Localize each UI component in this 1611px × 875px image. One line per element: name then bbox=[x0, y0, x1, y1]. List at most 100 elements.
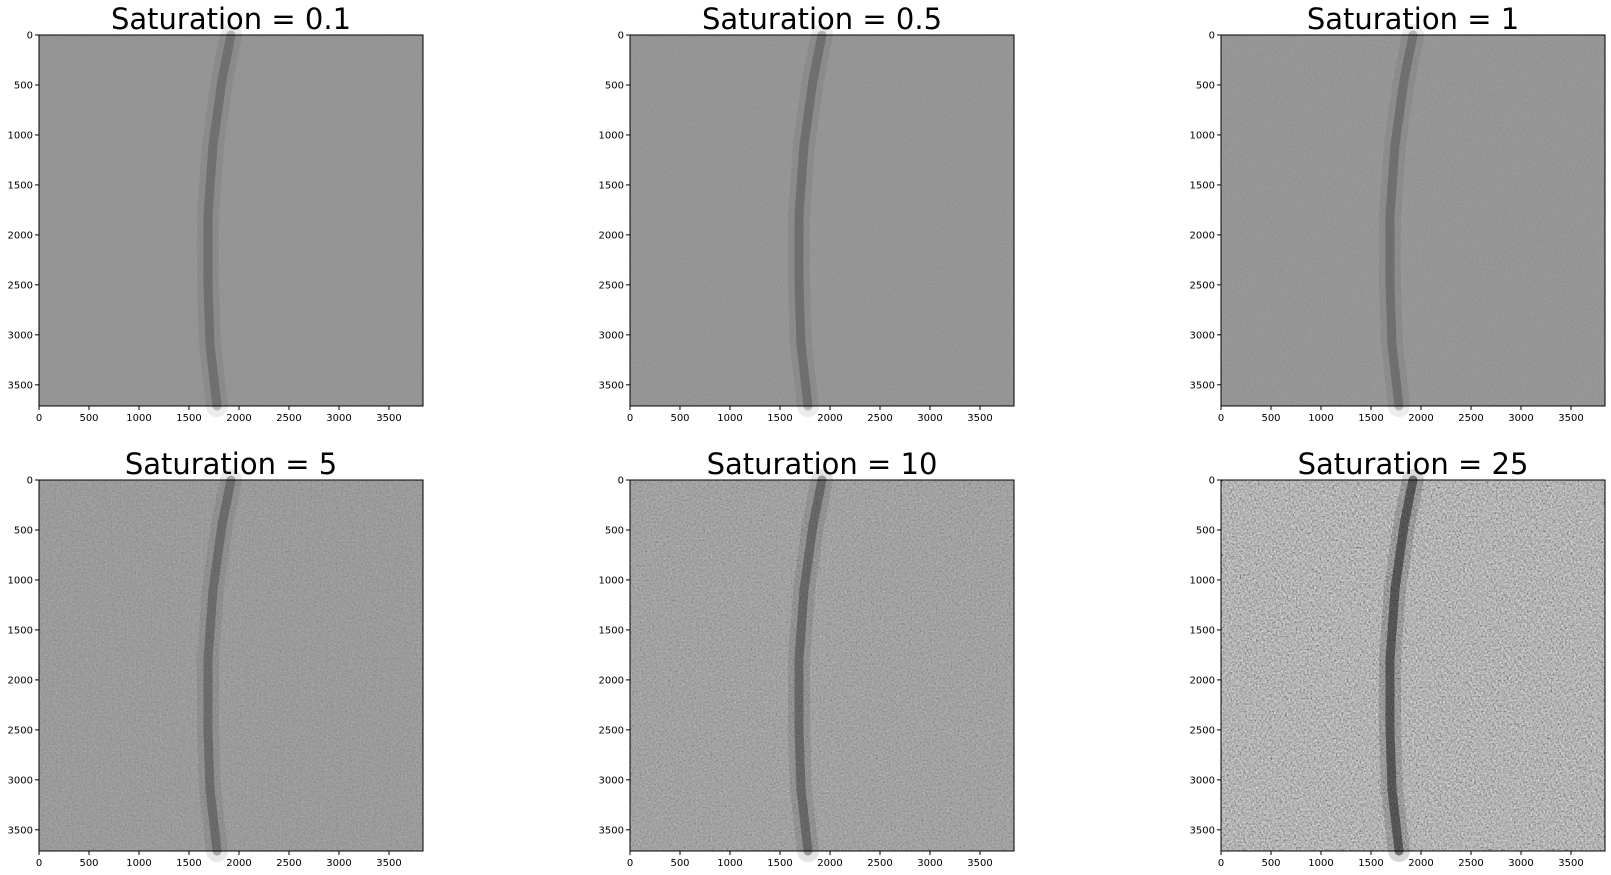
y-tick-label: 3500 bbox=[1190, 380, 1215, 391]
subplot-title: Saturation = 25 bbox=[1298, 447, 1529, 481]
image-noise bbox=[630, 480, 1014, 851]
x-tick-label: 1500 bbox=[1358, 413, 1383, 424]
x-tick-label: 3000 bbox=[917, 413, 942, 424]
x-tick-label: 1000 bbox=[126, 413, 151, 424]
x-tick-label: 0 bbox=[36, 858, 42, 869]
y-tick-label: 3500 bbox=[8, 825, 33, 836]
y-tick-label: 1500 bbox=[599, 180, 624, 191]
y-tick-label: 500 bbox=[1196, 525, 1215, 536]
y-tick-label: 1500 bbox=[1190, 625, 1215, 636]
x-tick-label: 3500 bbox=[967, 413, 992, 424]
x-tick-label: 1500 bbox=[176, 858, 201, 869]
subplot-title: Saturation = 10 bbox=[707, 447, 938, 481]
y-tick-label: 3500 bbox=[599, 380, 624, 391]
x-tick-label: 3500 bbox=[967, 858, 992, 869]
y-tick-label: 1500 bbox=[8, 180, 33, 191]
x-tick-label: 2000 bbox=[1408, 858, 1433, 869]
x-tick-label: 2500 bbox=[276, 413, 301, 424]
subplot-title: Saturation = 0.5 bbox=[702, 2, 942, 36]
crack-band-wide bbox=[197, 24, 242, 417]
crack-band bbox=[1385, 30, 1418, 411]
x-tick-label: 500 bbox=[1261, 858, 1280, 869]
x-tick-label: 0 bbox=[1218, 413, 1224, 424]
y-tick-label: 0 bbox=[618, 476, 624, 487]
x-tick-label: 3000 bbox=[326, 858, 351, 869]
axes-frame bbox=[1220, 34, 1606, 407]
crack-band bbox=[794, 475, 827, 856]
y-tick-label: 3500 bbox=[1190, 825, 1215, 836]
y-tick-label: 2500 bbox=[1190, 280, 1215, 291]
x-tick-label: 500 bbox=[670, 413, 689, 424]
x-tick-label: 500 bbox=[79, 858, 98, 869]
x-tick-label: 2500 bbox=[867, 858, 892, 869]
x-tick-label: 500 bbox=[79, 413, 98, 424]
subplot-4: Saturation = 5 0 500 1000 1500 2000 2500 3000 35… bbox=[8, 447, 424, 869]
x-tick-label: 3500 bbox=[1558, 413, 1583, 424]
x-tick-label: 1500 bbox=[767, 413, 792, 424]
crack-band bbox=[203, 30, 236, 411]
y-tick-label: 1000 bbox=[599, 575, 624, 586]
axes-frame bbox=[38, 479, 424, 852]
x-tick-label: 2500 bbox=[1458, 413, 1483, 424]
y-tick-label: 500 bbox=[605, 525, 624, 536]
x-tick-label: 3500 bbox=[1558, 858, 1583, 869]
x-tick-label: 3000 bbox=[1508, 858, 1533, 869]
crack-band-wide bbox=[788, 24, 833, 417]
x-tick-label: 2500 bbox=[1458, 858, 1483, 869]
x-tick-label: 2000 bbox=[817, 858, 842, 869]
y-tick-label: 2000 bbox=[1190, 230, 1215, 241]
y-tick-label: 0 bbox=[618, 31, 624, 42]
x-tick-label: 3500 bbox=[376, 413, 401, 424]
x-tick-label: 1000 bbox=[717, 858, 742, 869]
y-tick-label: 2500 bbox=[1190, 725, 1215, 736]
y-tick-label: 3000 bbox=[8, 330, 33, 341]
y-tick-label: 0 bbox=[27, 31, 33, 42]
y-tick-label: 1500 bbox=[599, 625, 624, 636]
subplot-5: Saturation = 10 0 500 1000 1500 2000 2500 3000 3… bbox=[599, 447, 1015, 869]
y-tick-label: 3000 bbox=[8, 775, 33, 786]
x-tick-label: 2000 bbox=[817, 413, 842, 424]
y-tick-label: 2000 bbox=[8, 230, 33, 241]
crack-band bbox=[203, 475, 236, 856]
image-noise bbox=[1221, 480, 1605, 851]
y-tick-label: 1000 bbox=[599, 130, 624, 141]
y-tick-label: 3500 bbox=[599, 825, 624, 836]
image-noise bbox=[39, 480, 423, 851]
x-tick-label: 1500 bbox=[176, 413, 201, 424]
x-tick-label: 3500 bbox=[376, 858, 401, 869]
y-tick-label: 2000 bbox=[599, 675, 624, 686]
crack-band bbox=[794, 30, 827, 411]
y-tick-label: 2000 bbox=[1190, 675, 1215, 686]
x-tick-label: 2000 bbox=[226, 858, 251, 869]
y-tick-label: 500 bbox=[1196, 80, 1215, 91]
image-noise bbox=[630, 35, 1014, 406]
x-tick-label: 2000 bbox=[226, 413, 251, 424]
y-tick-label: 1000 bbox=[8, 130, 33, 141]
x-tick-label: 2000 bbox=[1408, 413, 1433, 424]
axes-frame bbox=[38, 34, 424, 407]
y-tick-label: 2500 bbox=[599, 725, 624, 736]
axes-frame bbox=[629, 34, 1015, 407]
y-tick-label: 500 bbox=[14, 525, 33, 536]
x-tick-label: 3000 bbox=[917, 858, 942, 869]
axes-frame bbox=[629, 479, 1015, 852]
x-tick-label: 0 bbox=[36, 413, 42, 424]
x-tick-label: 500 bbox=[1261, 413, 1280, 424]
y-tick-label: 0 bbox=[27, 476, 33, 487]
image-noise bbox=[39, 35, 423, 406]
subplot-1: Saturation = 0.1 0 500 1000 1500 2000 2500 3000… bbox=[8, 2, 424, 424]
image-noise bbox=[1221, 35, 1605, 406]
y-tick-label: 500 bbox=[605, 80, 624, 91]
x-tick-label: 1500 bbox=[1358, 858, 1383, 869]
x-tick-label: 2500 bbox=[276, 858, 301, 869]
x-tick-label: 0 bbox=[627, 413, 633, 424]
y-tick-label: 1000 bbox=[8, 575, 33, 586]
y-tick-label: 2000 bbox=[599, 230, 624, 241]
crack-band-wide bbox=[1379, 24, 1424, 417]
x-tick-label: 0 bbox=[627, 858, 633, 869]
subplot-title: Saturation = 0.1 bbox=[111, 2, 351, 36]
subplot-3: Saturation = 1 0 500 1000 1500 2000 2500 3000 35… bbox=[1190, 2, 1606, 424]
y-tick-label: 2000 bbox=[8, 675, 33, 686]
x-tick-label: 1500 bbox=[767, 858, 792, 869]
